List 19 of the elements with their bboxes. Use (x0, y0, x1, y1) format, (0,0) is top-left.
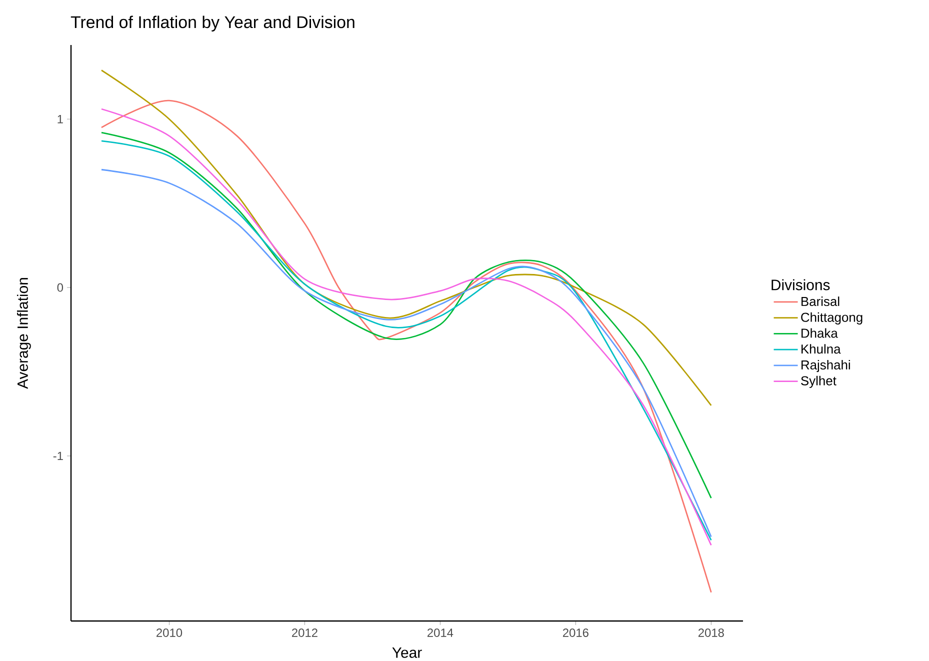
y-tick-label: -1 (53, 452, 63, 460)
legend-label: Rajshahi (802, 360, 850, 372)
legend-label: Dhaka (802, 328, 838, 338)
legend-label: Khulna (802, 344, 841, 354)
x-tick-label: 2012 (292, 628, 318, 637)
x-tick-label: 2016 (562, 628, 588, 637)
x-axis-title: Year (392, 647, 422, 658)
x-tick-label: 2010 (156, 628, 182, 637)
y-tick-label: 0 (57, 283, 64, 292)
legend-title: Divisions (772, 279, 830, 290)
x-tick-label: 2018 (698, 628, 724, 637)
line-series (100, 69, 712, 406)
legend-label: Barisal (802, 296, 840, 306)
x-tick-label: 2014 (427, 628, 454, 637)
y-axis-title: Average Inflation (16, 278, 31, 389)
y-tick-label: 1 (58, 114, 63, 124)
legend-label: Chittagong (801, 312, 862, 324)
legend-label: Sylhet (801, 376, 836, 388)
chart-title: Trend of Inflation by Year and Division (70, 16, 354, 32)
